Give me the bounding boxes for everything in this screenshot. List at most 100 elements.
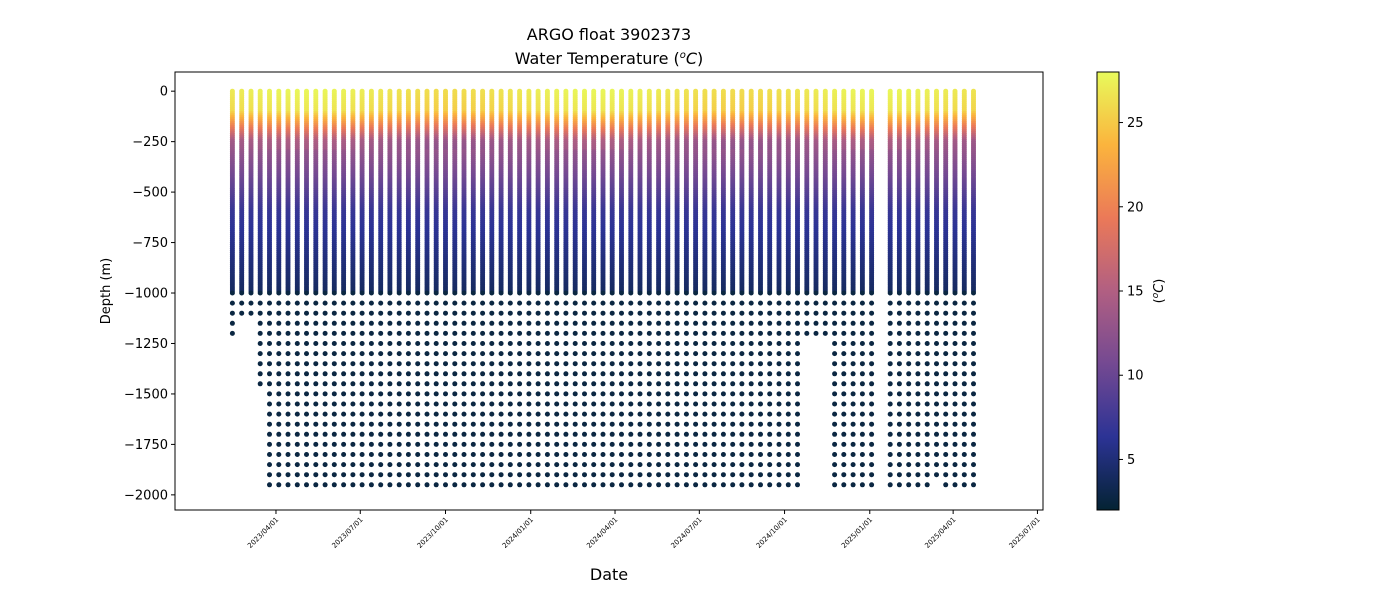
data-point xyxy=(405,371,411,377)
data-point xyxy=(600,341,606,346)
data-point xyxy=(470,472,476,478)
data-point xyxy=(396,290,402,296)
data-point xyxy=(535,431,541,437)
data-point xyxy=(526,401,532,407)
data-point xyxy=(359,371,365,377)
data-point xyxy=(461,421,467,427)
data-point xyxy=(443,330,448,336)
data-point xyxy=(331,401,337,407)
data-point xyxy=(267,421,272,427)
data-point xyxy=(405,381,411,387)
data-point xyxy=(304,300,309,306)
data-point xyxy=(313,341,319,346)
data-point xyxy=(368,462,374,468)
data-point xyxy=(257,300,263,306)
data-point xyxy=(276,300,282,306)
data-point xyxy=(433,401,439,407)
data-point xyxy=(443,441,448,447)
data-point xyxy=(544,472,550,478)
data-point xyxy=(322,330,328,336)
data-point xyxy=(470,381,476,387)
data-point xyxy=(396,431,402,437)
data-point xyxy=(396,330,402,336)
data-point xyxy=(368,341,374,346)
data-point xyxy=(396,462,402,468)
data-point xyxy=(443,462,448,468)
data-point xyxy=(452,452,458,457)
data-point xyxy=(405,310,411,316)
data-point xyxy=(600,452,606,457)
data-point xyxy=(443,320,448,326)
data-point xyxy=(470,351,476,357)
data-point xyxy=(498,462,504,468)
data-point xyxy=(461,361,467,367)
data-point xyxy=(554,401,560,407)
data-point xyxy=(480,452,486,457)
data-point xyxy=(582,341,587,346)
data-point xyxy=(526,421,532,427)
data-point xyxy=(341,310,347,316)
data-point xyxy=(331,462,337,468)
data-point xyxy=(591,462,597,468)
data-point xyxy=(248,290,254,296)
data-point xyxy=(572,441,578,447)
data-point xyxy=(285,482,291,488)
data-point xyxy=(433,421,439,427)
data-point xyxy=(470,462,476,468)
data-point xyxy=(276,441,282,447)
data-point xyxy=(267,472,272,478)
data-point xyxy=(591,320,597,326)
data-point xyxy=(396,310,402,316)
data-point xyxy=(294,341,300,346)
data-point xyxy=(257,381,263,387)
data-point xyxy=(387,452,393,457)
data-point xyxy=(563,401,569,407)
data-point xyxy=(415,401,421,407)
data-point xyxy=(350,452,356,457)
data-point xyxy=(368,381,374,387)
data-point xyxy=(433,452,439,457)
data-point xyxy=(563,330,569,336)
data-point xyxy=(267,290,272,296)
data-point xyxy=(359,300,365,306)
data-point xyxy=(341,381,347,387)
data-point xyxy=(498,381,504,387)
data-point xyxy=(359,452,365,457)
data-point xyxy=(294,411,300,417)
data-point xyxy=(359,320,365,326)
data-point xyxy=(294,320,300,326)
data-point xyxy=(368,371,374,377)
data-point xyxy=(498,431,504,437)
data-point xyxy=(396,381,402,387)
data-point xyxy=(294,421,300,427)
data-point xyxy=(229,320,235,326)
data-point xyxy=(535,411,541,417)
data-point xyxy=(378,290,384,296)
data-point xyxy=(507,452,513,457)
data-point xyxy=(405,290,411,296)
data-point xyxy=(294,310,300,316)
data-point xyxy=(415,300,421,306)
plot-area xyxy=(174,71,1044,511)
data-point xyxy=(359,411,365,417)
data-point xyxy=(276,290,282,296)
data-point xyxy=(544,441,550,447)
data-point xyxy=(544,300,550,306)
data-point xyxy=(248,310,254,316)
data-point xyxy=(480,320,486,326)
data-point xyxy=(563,431,569,437)
data-point xyxy=(424,361,430,367)
data-point xyxy=(461,472,467,478)
data-point xyxy=(267,341,272,346)
data-point xyxy=(341,472,347,478)
data-point xyxy=(276,310,282,316)
data-point xyxy=(341,391,347,397)
data-point xyxy=(609,482,615,488)
data-point xyxy=(498,371,504,377)
data-point xyxy=(563,341,569,346)
data-point xyxy=(285,452,291,457)
data-point xyxy=(609,341,615,346)
data-point xyxy=(554,472,560,478)
data-point xyxy=(498,320,504,326)
data-point xyxy=(294,441,300,447)
